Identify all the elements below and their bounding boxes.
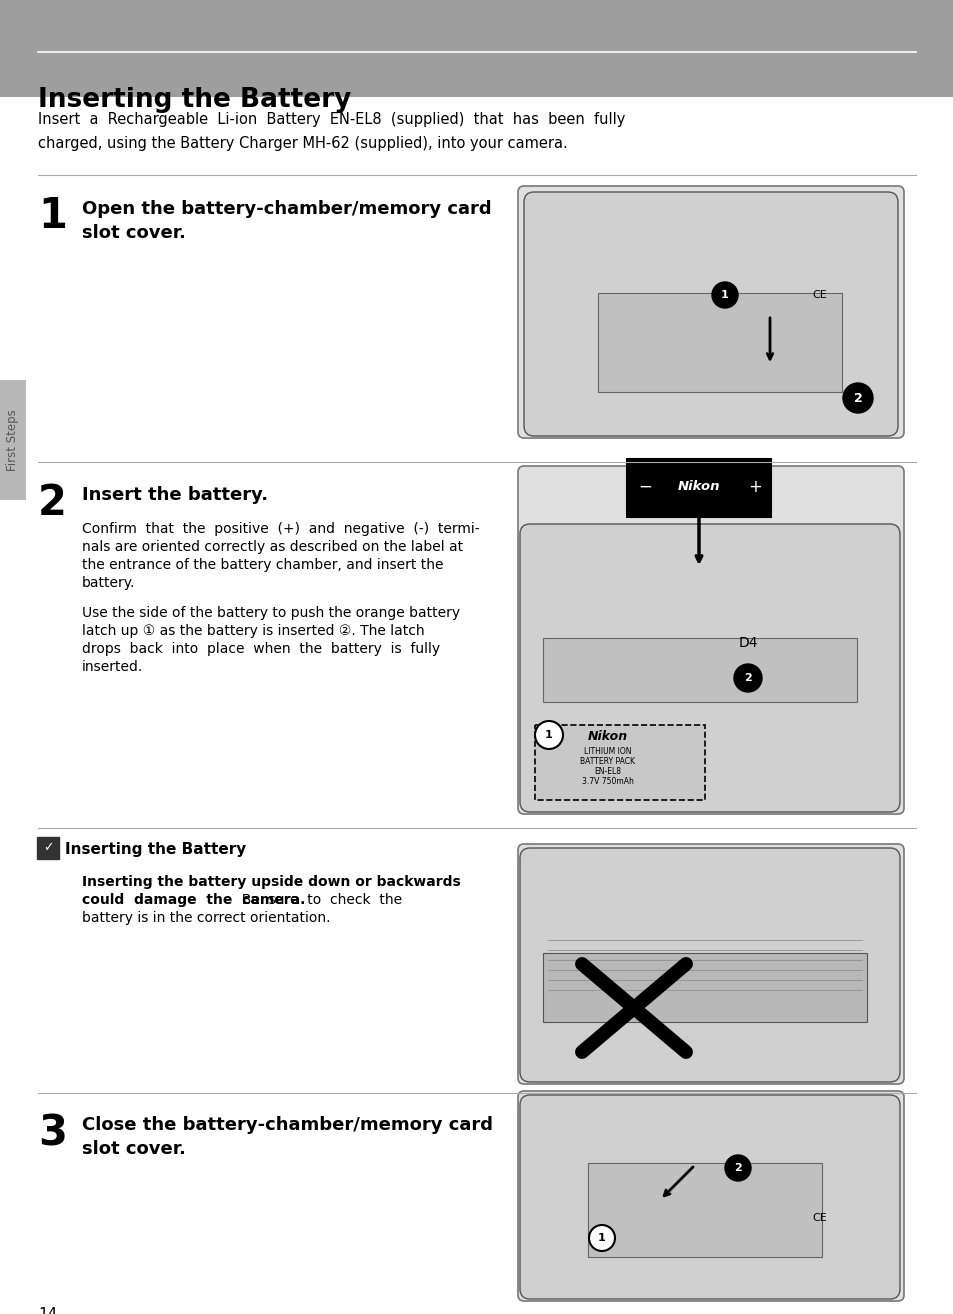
- Text: Inserting the battery upside down or backwards: Inserting the battery upside down or bac…: [82, 875, 460, 890]
- Text: D4: D4: [738, 636, 757, 650]
- FancyBboxPatch shape: [587, 1163, 821, 1257]
- Text: 1: 1: [598, 1233, 605, 1243]
- FancyBboxPatch shape: [517, 187, 903, 438]
- Text: latch up ① as the battery is inserted ②. The latch: latch up ① as the battery is inserted ②.…: [82, 624, 424, 639]
- Text: Nikon: Nikon: [587, 731, 627, 744]
- Circle shape: [842, 382, 872, 413]
- Text: 14: 14: [38, 1307, 57, 1314]
- Text: EN-EL8: EN-EL8: [594, 767, 620, 777]
- Text: battery.: battery.: [82, 576, 135, 590]
- Text: 2: 2: [853, 392, 862, 405]
- FancyBboxPatch shape: [0, 97, 953, 1314]
- Text: 1: 1: [544, 731, 553, 740]
- Circle shape: [733, 664, 761, 692]
- Text: 2: 2: [743, 673, 751, 683]
- Text: 2: 2: [38, 482, 67, 524]
- FancyBboxPatch shape: [37, 837, 59, 859]
- FancyBboxPatch shape: [517, 466, 903, 813]
- Text: Insert the battery.: Insert the battery.: [82, 486, 268, 505]
- Text: ✓: ✓: [43, 841, 53, 854]
- FancyBboxPatch shape: [0, 0, 953, 97]
- Circle shape: [724, 1155, 750, 1181]
- Polygon shape: [535, 725, 704, 800]
- Circle shape: [588, 1225, 615, 1251]
- FancyBboxPatch shape: [519, 1095, 899, 1300]
- Text: 1: 1: [720, 290, 728, 300]
- Text: slot cover.: slot cover.: [82, 223, 186, 242]
- FancyBboxPatch shape: [598, 293, 841, 392]
- FancyBboxPatch shape: [626, 459, 770, 516]
- FancyBboxPatch shape: [542, 953, 866, 1022]
- Text: Nikon: Nikon: [677, 481, 720, 494]
- Text: could  damage  the  camera.: could damage the camera.: [82, 894, 305, 907]
- Text: battery is in the correct orientation.: battery is in the correct orientation.: [82, 911, 330, 925]
- Text: slot cover.: slot cover.: [82, 1141, 186, 1158]
- Text: nals are oriented correctly as described on the label at: nals are oriented correctly as described…: [82, 540, 462, 555]
- Circle shape: [711, 283, 738, 307]
- Text: inserted.: inserted.: [82, 660, 143, 674]
- Text: drops  back  into  place  when  the  battery  is  fully: drops back into place when the battery i…: [82, 643, 439, 656]
- Text: CE: CE: [812, 290, 826, 300]
- Text: −: −: [638, 478, 651, 495]
- Text: Inserting the Battery: Inserting the Battery: [38, 87, 351, 113]
- Text: First Steps: First Steps: [7, 409, 19, 470]
- FancyBboxPatch shape: [519, 524, 899, 812]
- FancyBboxPatch shape: [542, 639, 856, 702]
- FancyBboxPatch shape: [517, 844, 903, 1084]
- FancyBboxPatch shape: [523, 192, 897, 436]
- FancyBboxPatch shape: [519, 848, 899, 1081]
- Circle shape: [535, 721, 562, 749]
- Text: charged, using the Battery Charger MH-62 (supplied), into your camera.: charged, using the Battery Charger MH-62…: [38, 137, 567, 151]
- FancyBboxPatch shape: [517, 1091, 903, 1301]
- Text: 2: 2: [734, 1163, 741, 1173]
- Text: LITHIUM ION: LITHIUM ION: [583, 748, 631, 757]
- Text: +: +: [747, 478, 761, 495]
- Text: 3: 3: [38, 1112, 67, 1154]
- Text: 3.7V 750mAh: 3.7V 750mAh: [581, 778, 634, 787]
- Text: Confirm  that  the  positive  (+)  and  negative  (-)  termi-: Confirm that the positive (+) and negati…: [82, 522, 479, 536]
- Text: Use the side of the battery to push the orange battery: Use the side of the battery to push the …: [82, 606, 459, 620]
- Text: Insert  a  Rechargeable  Li-ion  Battery  EN-EL8  (supplied)  that  has  been  f: Insert a Rechargeable Li-ion Battery EN-…: [38, 112, 625, 127]
- Text: CE: CE: [812, 1213, 826, 1223]
- Text: Inserting the Battery: Inserting the Battery: [65, 842, 246, 857]
- Text: BATTERY PACK: BATTERY PACK: [579, 757, 635, 766]
- Text: Close the battery-chamber/memory card: Close the battery-chamber/memory card: [82, 1116, 493, 1134]
- Text: Be  sure  to  check  the: Be sure to check the: [233, 894, 402, 907]
- FancyBboxPatch shape: [0, 380, 26, 501]
- Text: Open the battery-chamber/memory card: Open the battery-chamber/memory card: [82, 200, 491, 218]
- Text: 1: 1: [38, 194, 67, 237]
- Text: the entrance of the battery chamber, and insert the: the entrance of the battery chamber, and…: [82, 558, 443, 572]
